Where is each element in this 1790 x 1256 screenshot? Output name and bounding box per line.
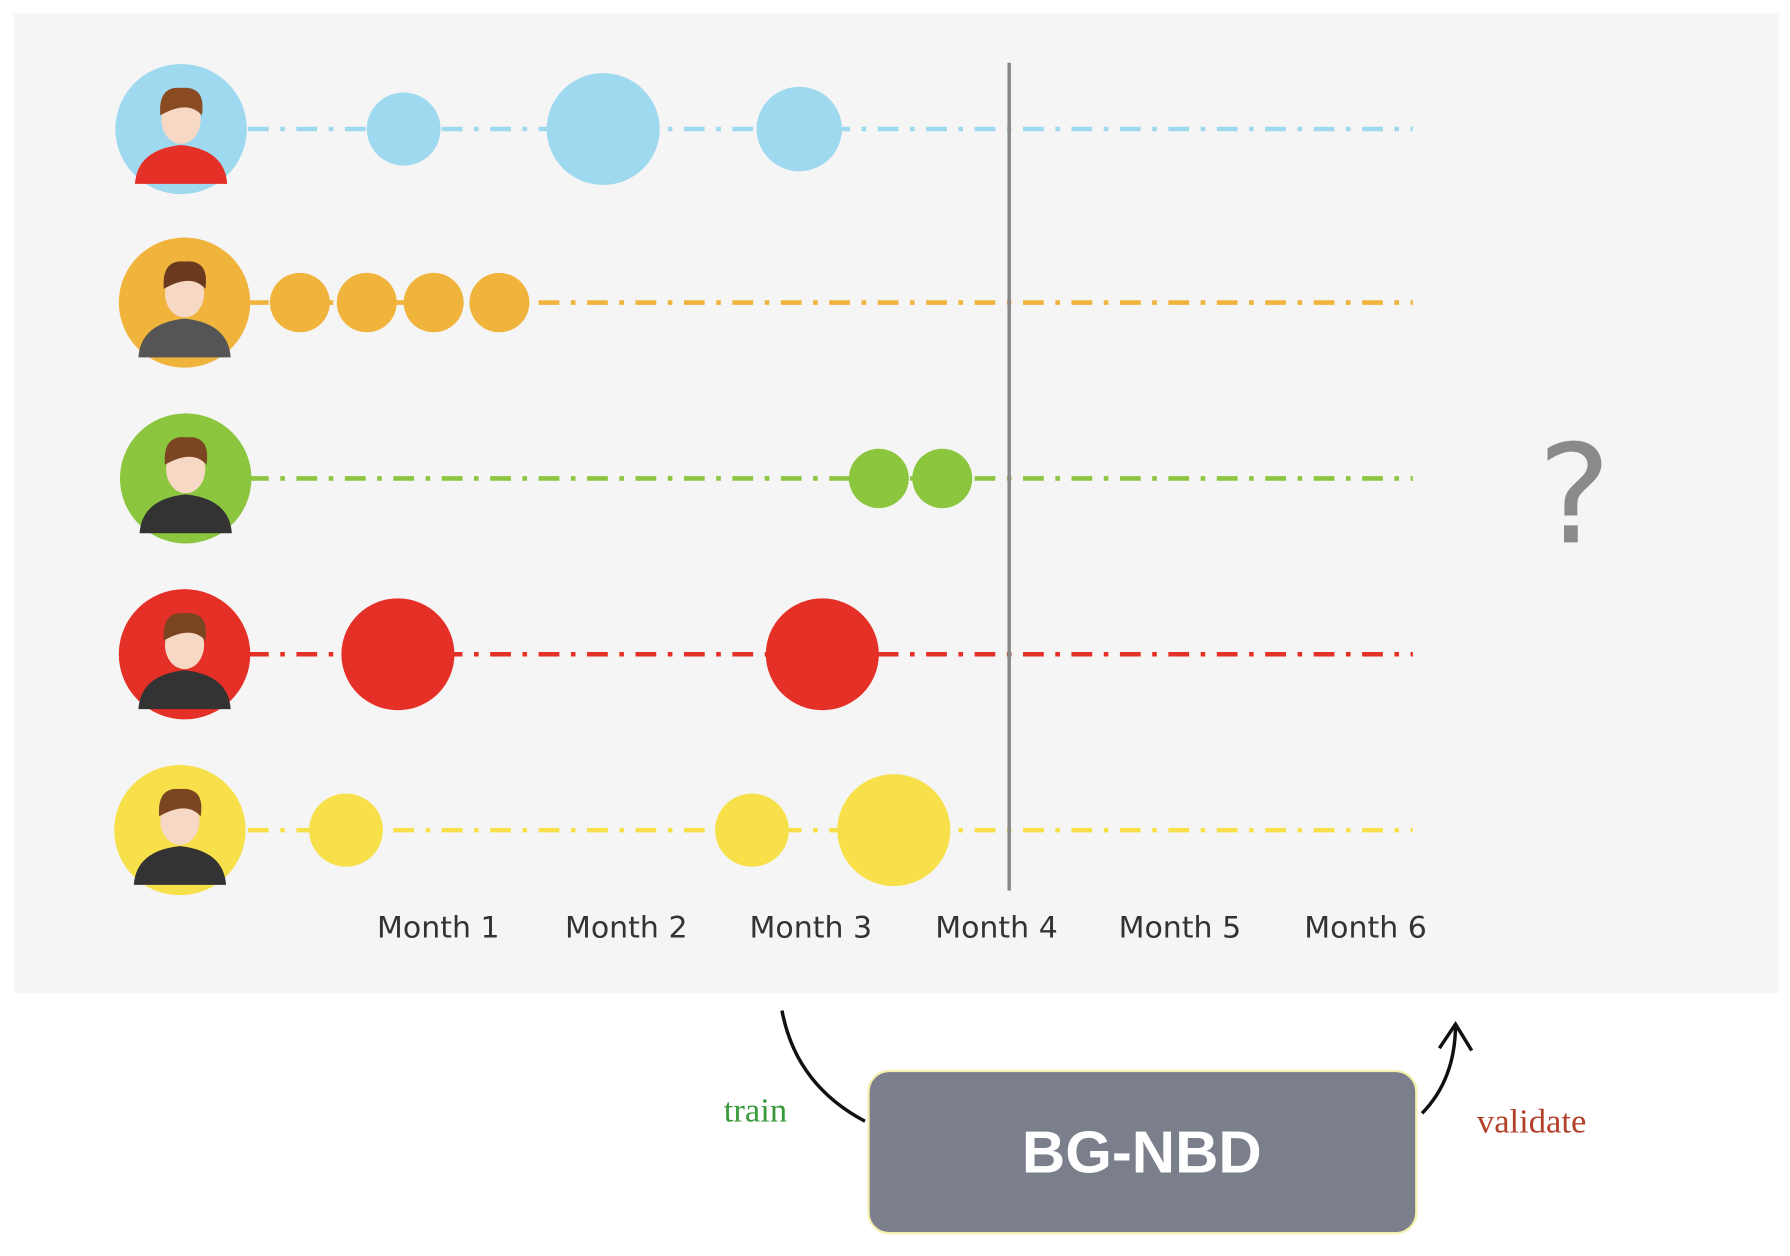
avatar-hair (163, 261, 207, 289)
transaction-dot (912, 448, 973, 509)
customer-row (118, 589, 1413, 720)
avatar-hair (158, 788, 202, 817)
transaction-dot (848, 448, 909, 509)
transaction-dot (341, 598, 455, 711)
customer-row (118, 237, 1413, 368)
avatar (118, 589, 251, 720)
avatar (114, 765, 246, 896)
transaction-dot (837, 774, 951, 887)
avatar-body (134, 145, 228, 184)
month-label: Month 5 (1119, 911, 1242, 946)
month-label: Month 6 (1304, 911, 1427, 946)
model-label: BG-NBD (1022, 1119, 1262, 1186)
transaction-dot (715, 793, 789, 867)
model-box (867, 1069, 1418, 1235)
month-labels: Month 1 Month 2 Month 3 Month 4 Month 5 Month… (377, 911, 1427, 946)
month-label: Month 1 (377, 911, 500, 946)
avatar (115, 63, 247, 195)
transaction-dot (546, 73, 660, 185)
avatar-hair (163, 612, 207, 641)
train-arrow (780, 1010, 866, 1123)
transaction-dot (366, 92, 441, 166)
avatar-body (138, 670, 231, 710)
month-label: Month 2 (565, 911, 688, 946)
avatar-body (139, 494, 232, 534)
transaction-dot (403, 272, 464, 333)
transaction-dot (269, 272, 330, 333)
month-label: Month 4 (935, 911, 1058, 946)
customer-row (115, 63, 1413, 195)
transaction-dot (336, 272, 397, 333)
avatar (118, 237, 251, 368)
avatar (119, 413, 252, 544)
avatar-body (138, 318, 231, 358)
validate-arrow (1420, 1021, 1474, 1115)
customer-row (114, 765, 1413, 896)
month-label: Month 3 (750, 911, 873, 946)
transaction-dot (765, 598, 879, 711)
validate-label: validate (1477, 1103, 1586, 1141)
transaction-dot (469, 272, 530, 333)
avatar-hair (160, 87, 203, 116)
train-label: train (724, 1091, 787, 1129)
avatar-hair (164, 437, 208, 465)
transaction-dot (756, 86, 842, 172)
avatar-body (133, 846, 227, 885)
customer-row (119, 413, 1413, 544)
customer-rows (114, 63, 1413, 896)
transaction-dot (309, 793, 383, 867)
unknown-future: ? (1538, 416, 1611, 575)
